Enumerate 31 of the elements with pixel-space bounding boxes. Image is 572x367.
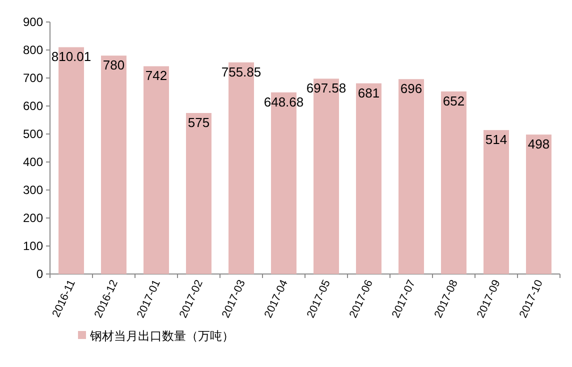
bar <box>484 130 509 274</box>
bar <box>101 56 126 274</box>
data-label: 755.85 <box>221 64 262 80</box>
data-label: 780 <box>102 58 125 73</box>
data-label: 498 <box>528 136 550 152</box>
y-tick-label: 500 <box>22 127 44 141</box>
data-label: 810.01 <box>51 49 92 64</box>
bar <box>398 79 424 274</box>
data-label: 742 <box>145 68 168 84</box>
y-tick-label: 600 <box>22 99 44 113</box>
data-label: 575 <box>188 115 210 130</box>
data-label: 697.58 <box>306 80 346 96</box>
y-tick-label: 0 <box>36 267 44 281</box>
y-tick-label: 900 <box>22 15 44 29</box>
bar <box>356 83 382 274</box>
y-tick-label: 200 <box>22 211 44 225</box>
data-label: 681 <box>358 85 380 100</box>
bar <box>441 91 466 274</box>
bar <box>186 113 212 274</box>
bar <box>526 134 552 274</box>
data-label: 652 <box>442 93 465 108</box>
y-tick-label: 100 <box>22 239 44 253</box>
data-label: 648.68 <box>264 94 304 110</box>
y-tick-label: 300 <box>22 183 44 197</box>
y-tick-label: 400 <box>22 155 44 169</box>
legend-label: 钢材当月出口数量（万吨） <box>89 329 234 343</box>
data-label: 696 <box>400 81 422 96</box>
bar <box>144 66 169 274</box>
y-tick-label: 800 <box>22 43 44 57</box>
data-label: 514 <box>485 132 508 148</box>
y-tick-label: 700 <box>22 71 44 85</box>
